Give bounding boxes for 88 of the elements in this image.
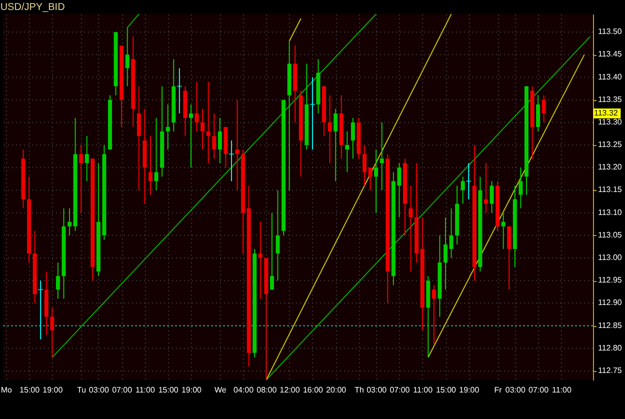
candlestick: [258, 221, 262, 300]
candlestick: [228, 140, 234, 182]
candlestick: [276, 190, 280, 282]
candlestick: [449, 208, 454, 258]
candlestick: [518, 167, 523, 209]
x-tick-label: 11:00: [413, 386, 434, 394]
x-tick-label: 03:00: [366, 386, 388, 394]
candlestick: [38, 280, 44, 340]
y-tick-label: 113.35: [598, 94, 622, 104]
y-tick-label: 112.90: [598, 298, 622, 308]
candlestick: [501, 212, 506, 250]
candlestick: [200, 108, 205, 150]
x-tick-label: Tu: [77, 386, 86, 394]
candlestick: [235, 99, 240, 191]
y-tick-label: 113.50: [598, 27, 622, 36]
candlestick: [484, 162, 488, 214]
candlestick: [166, 104, 170, 150]
x-tick-label: 20:00: [326, 386, 347, 394]
x-tick-label: 16:00: [302, 386, 324, 394]
candlestick: [125, 27, 130, 87]
candlestick: [542, 94, 546, 123]
candlestick: [188, 104, 193, 168]
candlestick: [68, 208, 72, 236]
candlestick: [334, 108, 338, 182]
x-tick-label: 19:00: [459, 386, 480, 394]
y-tick-label: 113.10: [598, 208, 622, 217]
x-tick-label: 03:00: [505, 386, 526, 394]
y-tick-label: 113.00: [598, 253, 622, 262]
candlestick: [194, 81, 199, 132]
y-tick-label: 113.40: [598, 72, 622, 82]
candlestick: [368, 167, 372, 191]
candlestick: [270, 212, 274, 290]
candlestick: [328, 94, 332, 164]
x-tick-label: 08:00: [256, 386, 278, 394]
x-tick-label: 07:00: [390, 386, 410, 394]
candlestick: [466, 162, 472, 200]
x-tick-label: 15:00: [436, 386, 457, 394]
candlestick: [490, 180, 494, 214]
x-tick-label: 04:00: [234, 386, 254, 394]
candlestick: [136, 86, 141, 191]
x-tick-label: 15:00: [158, 386, 179, 394]
y-tick-label: 113.20: [598, 162, 622, 172]
y-tick-label: 113.05: [598, 230, 622, 240]
candlestick: [408, 185, 413, 272]
candlestick: [380, 122, 384, 191]
candlestick: [84, 136, 89, 182]
y-tick-label: 113.30: [598, 117, 622, 126]
candlestick: [206, 81, 210, 164]
candlestick: [56, 262, 60, 300]
candlestick: [374, 149, 378, 214]
candlestick: [432, 284, 436, 344]
x-tick-label: 15:00: [20, 386, 40, 394]
candlestick: [148, 136, 152, 196]
x-tick-label: 07:00: [528, 386, 550, 394]
y-tick-label: 112.75: [598, 366, 622, 375]
chart-title: USD/JPY_BID: [0, 2, 65, 13]
x-tick-label: Fr: [494, 386, 502, 394]
x-tick-label: 03:00: [88, 386, 110, 394]
x-tick-label: Mo: [0, 386, 12, 394]
x-tick-label: 19:00: [42, 386, 64, 394]
candlestick: [350, 117, 355, 160]
candlestick: [176, 68, 182, 114]
y-tick-label: 112.80: [598, 343, 622, 352]
candlestick: [507, 226, 512, 290]
annotation: 113.32: [594, 108, 618, 118]
candlestick: [212, 112, 216, 160]
candlestick: [460, 176, 465, 204]
x-tick-label: 12:00: [280, 386, 300, 394]
candlestick: [536, 94, 540, 132]
y-tick-label: 112.95: [598, 276, 622, 285]
x-tick-label: 07:00: [112, 386, 133, 394]
candlestick: [154, 117, 158, 191]
y-tick-label: 113.15: [598, 185, 622, 194]
x-tick-label: We: [214, 386, 227, 394]
candlestick: [79, 144, 84, 214]
candlestick: [345, 130, 350, 173]
x-tick-label: 19:00: [181, 386, 202, 394]
y-tick-label: 113.25: [598, 140, 622, 150]
x-tick-label: 11:00: [135, 386, 156, 394]
candlestick: [362, 144, 367, 186]
y-tick-label: 113.45: [598, 50, 622, 59]
candlestick: [444, 216, 448, 290]
candlestick: [310, 76, 315, 150]
x-tick-label: Th: [354, 386, 364, 394]
y-tick-label: 112.85: [598, 320, 622, 330]
x-tick-label: 11:00: [552, 386, 572, 394]
candlestick: [50, 307, 54, 358]
candlestick: [218, 117, 222, 164]
